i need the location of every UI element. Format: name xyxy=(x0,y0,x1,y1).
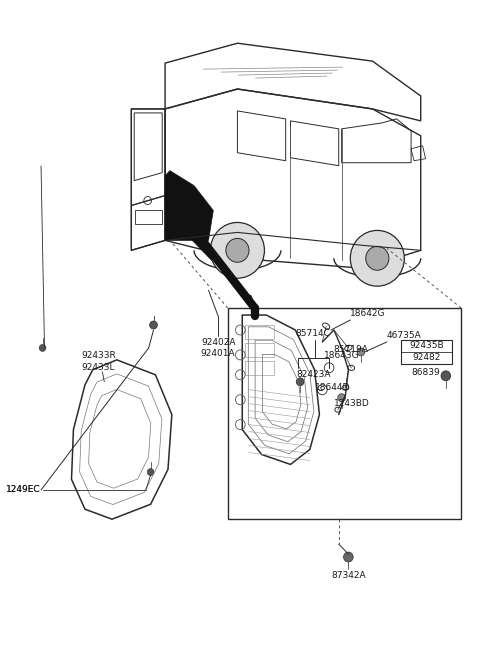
Circle shape xyxy=(350,230,404,286)
Text: 18643G: 18643G xyxy=(324,351,360,360)
Text: 92435B: 92435B xyxy=(409,341,444,350)
Circle shape xyxy=(296,378,304,386)
Bar xyxy=(401,340,452,364)
Text: 82423A: 82423A xyxy=(296,370,331,379)
Text: 18644D: 18644D xyxy=(314,382,350,392)
Circle shape xyxy=(147,468,154,476)
Circle shape xyxy=(210,222,264,278)
Text: 87342A: 87342A xyxy=(331,571,366,580)
Text: 92482: 92482 xyxy=(412,353,441,362)
Circle shape xyxy=(357,348,365,356)
Polygon shape xyxy=(192,236,255,305)
Circle shape xyxy=(338,394,346,401)
Text: 86839: 86839 xyxy=(411,368,440,377)
Text: 46735A: 46735A xyxy=(387,331,422,340)
Text: 92401A: 92401A xyxy=(201,349,236,358)
Bar xyxy=(245,361,274,375)
Text: 1249EC: 1249EC xyxy=(6,485,41,495)
Bar xyxy=(245,343,274,357)
Text: 85714C: 85714C xyxy=(295,329,330,338)
Circle shape xyxy=(441,371,451,380)
Text: 92402A: 92402A xyxy=(201,338,235,347)
Circle shape xyxy=(366,247,389,270)
Text: 92433L: 92433L xyxy=(81,363,115,372)
Bar xyxy=(228,308,461,519)
Circle shape xyxy=(39,344,46,352)
Polygon shape xyxy=(165,171,213,240)
Circle shape xyxy=(344,552,353,562)
Text: 92433R: 92433R xyxy=(81,351,116,360)
Text: 1249EC: 1249EC xyxy=(6,485,41,495)
Circle shape xyxy=(150,321,157,329)
Text: 18642G: 18642G xyxy=(350,309,386,318)
Circle shape xyxy=(226,238,249,262)
Text: 1243BD: 1243BD xyxy=(334,399,370,407)
Bar xyxy=(135,211,162,224)
Bar xyxy=(245,325,274,339)
Text: 85719A: 85719A xyxy=(333,345,368,354)
